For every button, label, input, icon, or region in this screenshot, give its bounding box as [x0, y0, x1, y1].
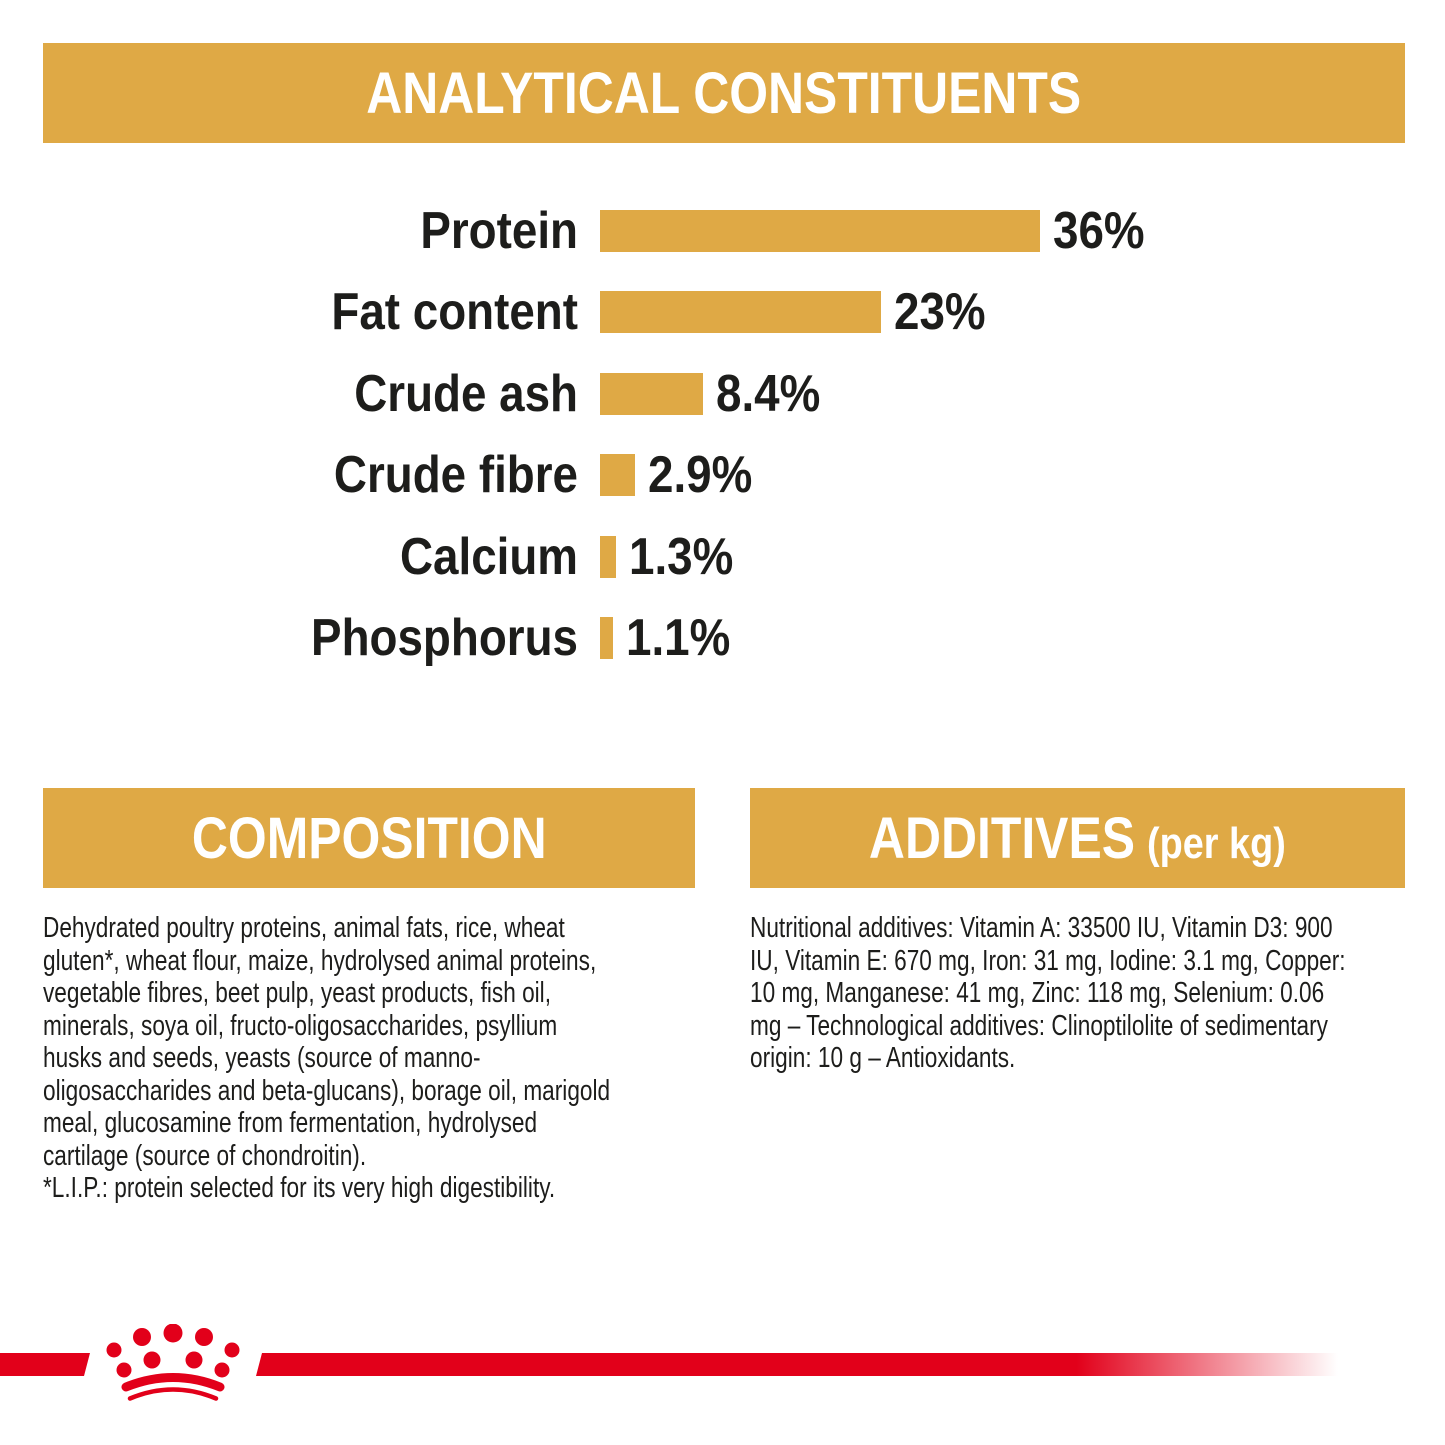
- additives-per-kg-suffix: (per kg): [1147, 818, 1286, 868]
- chart-value-label: 2.9%: [648, 446, 753, 505]
- chart-value-label: 8.4%: [716, 364, 821, 423]
- additives-title-text: ADDITIVES: [869, 805, 1136, 871]
- chart-category-label: Calcium: [399, 527, 578, 586]
- chart-bar: [600, 209, 1040, 252]
- analytical-bar-chart: Protein 36% Fat content 23% Crude ash 8.4% Cru…: [0, 190, 1445, 679]
- chart-category-label: Crude fibre: [333, 446, 578, 505]
- chart-value-label: 36%: [1053, 201, 1145, 260]
- chart-bar: [600, 372, 703, 415]
- analytical-constituents-banner: ANALYTICAL CONSTITUENTS: [43, 43, 1405, 143]
- chart-row: Crude ash 8.4%: [0, 353, 1445, 435]
- composition-title: COMPOSITION: [191, 805, 547, 871]
- chart-row: Phosphorus 1.1%: [0, 598, 1445, 680]
- chart-row: Protein 36%: [0, 190, 1445, 272]
- composition-body-text: Dehydrated poultry proteins, animal fats…: [43, 912, 611, 1204]
- chart-category-label: Fat content: [331, 283, 578, 342]
- chart-category-label: Protein: [420, 201, 578, 260]
- chart-row: Calcium 1.3%: [0, 516, 1445, 598]
- additives-body-text: Nutritional additives: Vitamin A: 33500 …: [750, 912, 1346, 1074]
- chart-value-label: 23%: [894, 283, 986, 342]
- chart-value-label: 1.3%: [629, 527, 734, 586]
- additives-banner: ADDITIVES (per kg): [750, 788, 1405, 888]
- chart-bar: [600, 454, 635, 497]
- footer-stripe-right: [256, 1353, 1445, 1376]
- chart-row: Crude fibre 2.9%: [0, 435, 1445, 517]
- chart-row: Fat content 23%: [0, 272, 1445, 354]
- analytical-constituents-title: ANALYTICAL CONSTITUENTS: [366, 60, 1082, 126]
- footer-stripe-left: [0, 1353, 90, 1376]
- chart-bar: [600, 535, 616, 578]
- chart-bar: [600, 617, 613, 660]
- composition-banner: COMPOSITION: [43, 788, 695, 888]
- additives-title: ADDITIVES (per kg): [869, 805, 1286, 872]
- chart-value-label: 1.1%: [626, 609, 731, 668]
- chart-category-label: Crude ash: [354, 364, 578, 423]
- chart-bar: [600, 291, 881, 334]
- royal-canin-crown-icon: [106, 1324, 240, 1401]
- chart-category-label: Phosphorus: [311, 609, 578, 668]
